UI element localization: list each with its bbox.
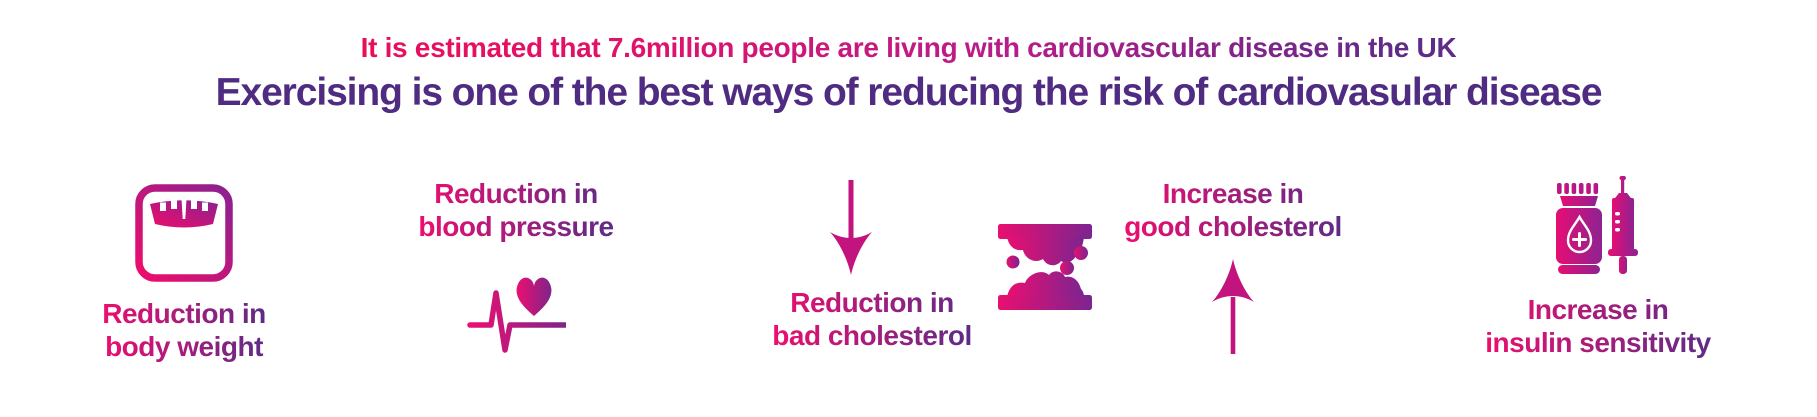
down-arrow-icon (829, 180, 873, 276)
headline-main: Exercising is one of the best ways of re… (215, 71, 1603, 114)
benefit-insulin-sensitivity: Increase in insulin sensitivity (1478, 176, 1718, 359)
benefit-blood-pressure: Reduction in blood pressure (396, 177, 636, 360)
benefit-label: Reduction in bad cholesterol (772, 287, 972, 352)
benefit-good-cholesterol: Increase in good cholesterol (1113, 177, 1353, 355)
heart-pulse-icon (466, 268, 568, 360)
pill-bottle-syringe-icon (1554, 176, 1642, 276)
up-arrow-icon (1211, 259, 1255, 355)
headline-stat: It is estimated that 7.6million people a… (0, 31, 1817, 65)
benefit-label: Reduction in blood pressure (418, 178, 614, 243)
benefit-label: Increase in insulin sensitivity (1485, 294, 1711, 359)
benefit-bad-cholesterol: Reduction in bad cholesterol (752, 180, 992, 352)
clogged-artery (945, 218, 1145, 316)
benefit-label: Increase in good cholesterol (1124, 178, 1342, 243)
weight-scale-icon (134, 183, 234, 283)
benefit-label: Reduction in body weight (102, 298, 266, 363)
benefit-body-weight: Reduction in body weight (64, 183, 304, 363)
clogged-artery-icon (995, 218, 1095, 316)
headline-stat-text: It is estimated that 7.6million people a… (360, 32, 1457, 63)
